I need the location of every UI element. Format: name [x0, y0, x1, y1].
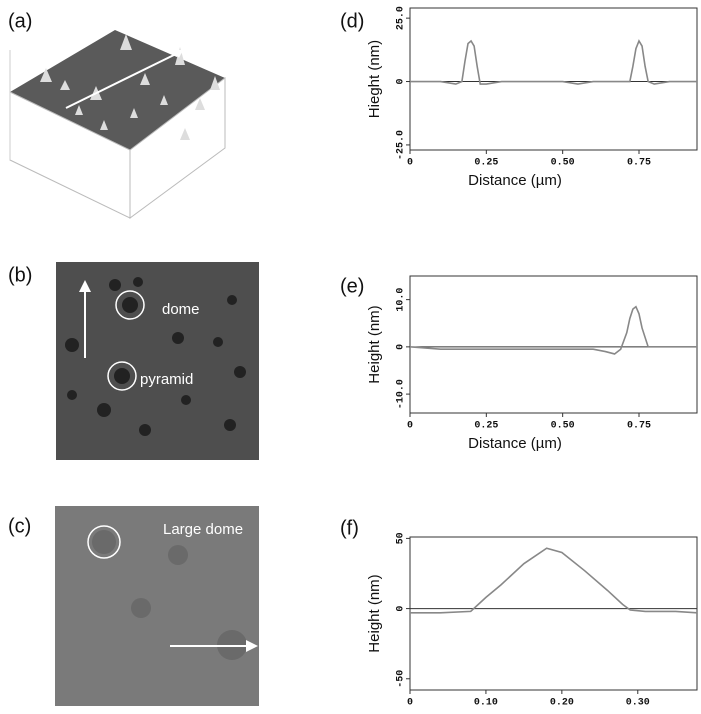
- figure: (a) (b) dome pyramid (c) Large dome (d) 2…: [0, 0, 701, 714]
- profile-line: [410, 41, 697, 84]
- panel-label: (f): [340, 517, 359, 539]
- x-tick-label: 0.25: [474, 421, 498, 432]
- panel-label: (d): [340, 10, 364, 32]
- x-tick-label: 0.75: [627, 158, 651, 169]
- y-tick-label: 10.0: [396, 288, 407, 312]
- plot-frame: [410, 8, 697, 150]
- x-tick-label: 0.10: [474, 698, 498, 709]
- y-axis-title: Hieght (nm): [366, 40, 383, 118]
- y-tick-label: -50: [396, 670, 407, 688]
- panel-label: (c): [8, 515, 31, 537]
- annotation: dome: [162, 301, 200, 318]
- x-tick-label: 0.20: [550, 698, 574, 709]
- y-tick-label: 0: [396, 79, 407, 85]
- plot-frame: [410, 537, 697, 690]
- x-tick-label: 0.50: [551, 158, 575, 169]
- y-tick-label: 25.0: [396, 6, 407, 30]
- x-tick-label: 0.30: [626, 698, 650, 709]
- x-axis-title: Distance (µm): [468, 435, 562, 452]
- panel-a-image: [10, 30, 230, 218]
- x-tick-label: 0.50: [551, 421, 575, 432]
- x-axis-title: Distance (µm): [468, 172, 562, 189]
- annotation: Large dome: [163, 521, 243, 538]
- x-tick-label: 0.25: [474, 158, 498, 169]
- x-tick-label: 0: [407, 698, 413, 709]
- plot-frame: [410, 276, 697, 413]
- y-axis-title: Height (nm): [366, 574, 383, 652]
- x-tick-label: 0: [407, 158, 413, 169]
- x-tick-label: 0: [407, 421, 413, 432]
- panel-label: (e): [340, 275, 364, 297]
- annotation: pyramid: [140, 371, 193, 388]
- y-tick-label: -25.0: [396, 130, 407, 160]
- y-tick-label: 0: [396, 606, 407, 612]
- y-axis-title: Height (nm): [366, 305, 383, 383]
- y-tick-label: -10.0: [396, 379, 407, 409]
- y-tick-label: 50: [396, 532, 407, 544]
- profile-line: [410, 548, 697, 613]
- panel-label: (b): [8, 264, 32, 286]
- panel-label: (a): [8, 10, 32, 32]
- x-tick-label: 0.75: [627, 421, 651, 432]
- panel-b-image: [56, 262, 259, 460]
- y-tick-label: 0: [396, 344, 407, 350]
